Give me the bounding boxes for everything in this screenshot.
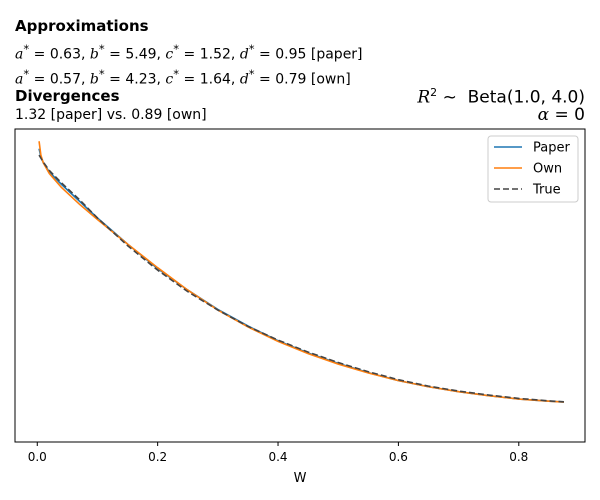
paper-c-value: 1.52 (199, 46, 231, 63)
legend-label-true: True (532, 183, 561, 198)
paper-tag: [paper] (310, 46, 363, 63)
own-params-line: a* = 0.57, b* = 4.23, c* = 1.64, d* = 0.… (15, 67, 351, 88)
legend-label-paper: Paper (533, 141, 570, 156)
own-tag: [own] (310, 71, 351, 88)
x-axis-ticks: 0.0 0.2 0.4 0.6 0.8 (28, 442, 528, 464)
x-tick-label: 0.2 (148, 450, 167, 464)
legend-label-own: Own (533, 162, 562, 177)
paper-params-line: a* = 0.63, b* = 5.49, c* = 1.52, d* = 0.… (15, 42, 363, 63)
divergences-text: 1.32 [paper] vs. 0.89 [own] (15, 107, 207, 123)
series-line-true (38, 154, 564, 403)
legend: Paper Own True (487, 135, 579, 203)
own-b-value: 4.23 (125, 71, 157, 88)
x-tick-label: 0.0 (28, 450, 47, 464)
own-a-value: 0.57 (49, 71, 81, 88)
legend-box (487, 135, 579, 203)
own-c-value: 1.64 (199, 71, 231, 88)
x-tick-label: 0.4 (268, 450, 287, 464)
x-tick-label: 0.6 (389, 450, 408, 464)
x-axis-label: W (294, 471, 307, 486)
x-tick-label: 0.8 (509, 450, 528, 464)
distribution-text: Beta(1.0, 4.0) (467, 87, 585, 108)
paper-a-value: 0.63 (49, 46, 81, 63)
distribution-label: R2 ~ Beta(1.0, 4.0) (417, 86, 585, 108)
alpha-label: α = 0 (537, 105, 585, 125)
series-lines (38, 141, 564, 403)
paper-d-value: 0.95 (275, 46, 307, 63)
alpha-value: 0 (574, 105, 585, 125)
own-d-value: 0.79 (275, 71, 307, 88)
approximations-title: Approximations (15, 17, 149, 35)
paper-b-value: 5.49 (125, 46, 157, 63)
divergences-title: Divergences (15, 87, 120, 105)
